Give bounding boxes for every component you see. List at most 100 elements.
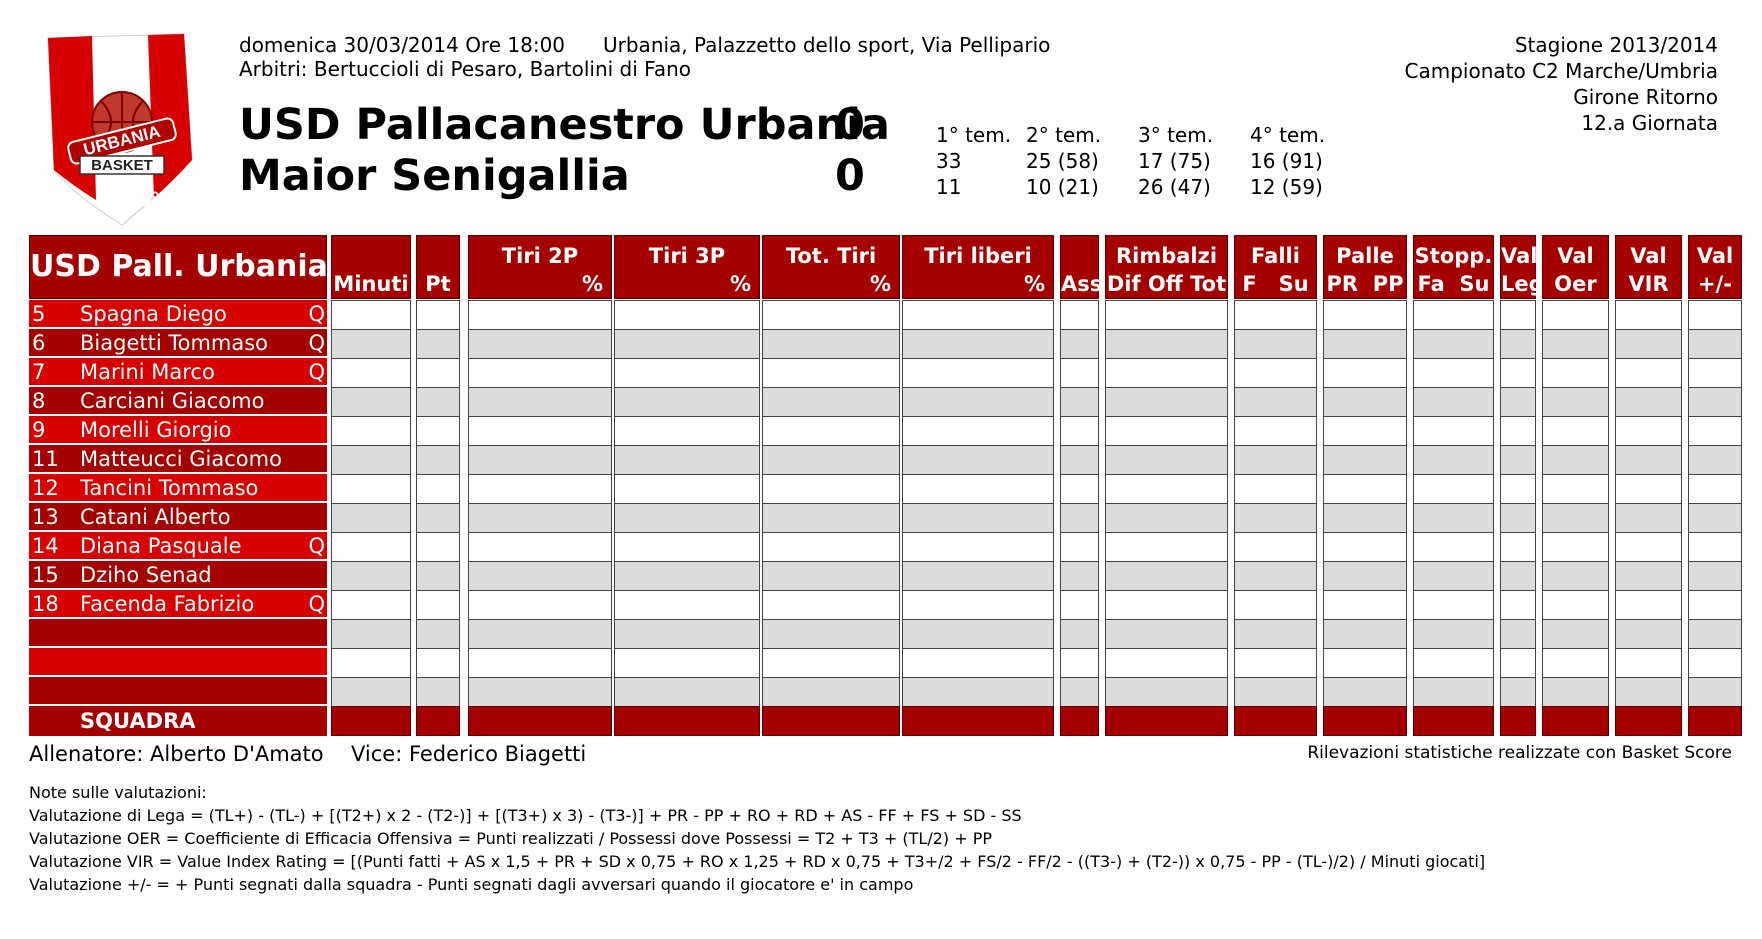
player-row [29, 619, 327, 647]
stat-cell [1542, 590, 1609, 620]
stat-cell [1413, 387, 1494, 417]
stat-cell [1234, 503, 1317, 533]
column-header: Minuti [331, 235, 411, 299]
stat-cell [1688, 619, 1742, 649]
player-number: 8 [32, 389, 46, 413]
stat-cell [902, 387, 1054, 417]
stat-cell [331, 590, 411, 620]
squad-total-cell [1105, 706, 1228, 736]
away-team-score: 0 [835, 151, 865, 201]
player-number: 14 [32, 534, 59, 558]
stat-cell [902, 416, 1054, 446]
stat-cell [614, 590, 760, 620]
stat-cell [1542, 619, 1609, 649]
column-header: Palle PR PP [1323, 235, 1407, 299]
stat-cell [902, 677, 1054, 707]
player-row: 14 Diana Pasquale Q [29, 532, 327, 560]
stat-cell [331, 503, 411, 533]
stat-cell [1060, 677, 1099, 707]
stat-cell [1060, 619, 1099, 649]
stat-cell [416, 677, 460, 707]
player-number: 18 [32, 592, 59, 616]
stat-cell [762, 416, 900, 446]
home-team-name: USD Pallacanestro Urbania [239, 100, 890, 150]
player-number: 12 [32, 476, 59, 500]
stat-cell [614, 503, 760, 533]
stat-cell [1234, 387, 1317, 417]
stat-cell [902, 445, 1054, 475]
stat-cell [902, 358, 1054, 388]
stat-cell [762, 329, 900, 359]
squad-total-cell [1413, 706, 1494, 736]
stat-cell [902, 619, 1054, 649]
column-header: Pt [416, 235, 460, 299]
stat-cell [331, 416, 411, 446]
stat-cell [1500, 648, 1536, 678]
stat-cell [1323, 503, 1407, 533]
stat-cell [1105, 300, 1228, 330]
player-row [29, 677, 327, 705]
squad-total-cell [331, 706, 411, 736]
note-line: Valutazione di Lega = (TL+) - (TL-) + [(… [29, 806, 1022, 825]
stat-cell [1234, 445, 1317, 475]
stat-cell [416, 387, 460, 417]
stat-cell [416, 300, 460, 330]
stat-cell [416, 329, 460, 359]
squad-total-cell [1500, 706, 1536, 736]
stat-cell [614, 474, 760, 504]
stat-cell [1060, 532, 1099, 562]
stat-cell [331, 677, 411, 707]
stat-cell [416, 619, 460, 649]
stat-cell [614, 358, 760, 388]
squad-total-cell [902, 706, 1054, 736]
note-line: Valutazione +/- = + Punti segnati dalla … [29, 875, 914, 894]
stat-cell [614, 416, 760, 446]
column-header-line2: % [869, 272, 891, 296]
stat-cell [1542, 445, 1609, 475]
column-header-line2: Leg [1501, 272, 1544, 296]
stat-cell [1542, 358, 1609, 388]
stat-cell [1500, 416, 1536, 446]
column-header-line2: VIR [1628, 272, 1669, 296]
column-header-line1: Val [1630, 244, 1667, 268]
stat-cell [1688, 358, 1742, 388]
stat-cell [1615, 474, 1682, 504]
stat-cell [1323, 648, 1407, 678]
stat-cell [762, 300, 900, 330]
stat-cell [1060, 561, 1099, 591]
player-row: 8 Carciani Giacomo [29, 387, 327, 415]
stat-cell [1105, 677, 1228, 707]
stat-cell [1615, 358, 1682, 388]
away-team-name: Maior Senigallia [239, 151, 630, 201]
column-header: Tot. Tiri% [762, 235, 900, 299]
stat-cell [1688, 532, 1742, 562]
stat-cell [468, 445, 612, 475]
player-row: 11 Matteucci Giacomo [29, 445, 327, 473]
column-header: Ass [1060, 235, 1102, 299]
away-quarter-score: 11 [936, 175, 962, 199]
column-header: Tiri 2P% [468, 235, 612, 299]
squad-total-cell [1615, 706, 1682, 736]
stat-cell [1542, 677, 1609, 707]
stat-cell [331, 648, 411, 678]
stat-cell [1323, 532, 1407, 562]
player-number: 7 [32, 360, 46, 384]
player-row: 9 Morelli Giorgio [29, 416, 327, 444]
home-team-score: 0 [835, 100, 865, 150]
stat-cell [1323, 445, 1407, 475]
column-header-line1: Tiri liberi [924, 244, 1032, 268]
player-row: 18 Facenda Fabrizio Q [29, 590, 327, 618]
stat-cell [1413, 677, 1494, 707]
stat-cell [762, 561, 900, 591]
stat-cell [1688, 677, 1742, 707]
stat-cell [1542, 300, 1609, 330]
stat-cell [1413, 329, 1494, 359]
stat-cell [1500, 619, 1536, 649]
stat-cell [902, 590, 1054, 620]
player-quintet-flag: Q [308, 534, 325, 558]
notes-title: Note sulle valutazioni: [29, 783, 207, 802]
stat-cell [902, 300, 1054, 330]
stat-cell [1500, 387, 1536, 417]
squad-total-cell [762, 706, 900, 736]
stat-cell [468, 358, 612, 388]
